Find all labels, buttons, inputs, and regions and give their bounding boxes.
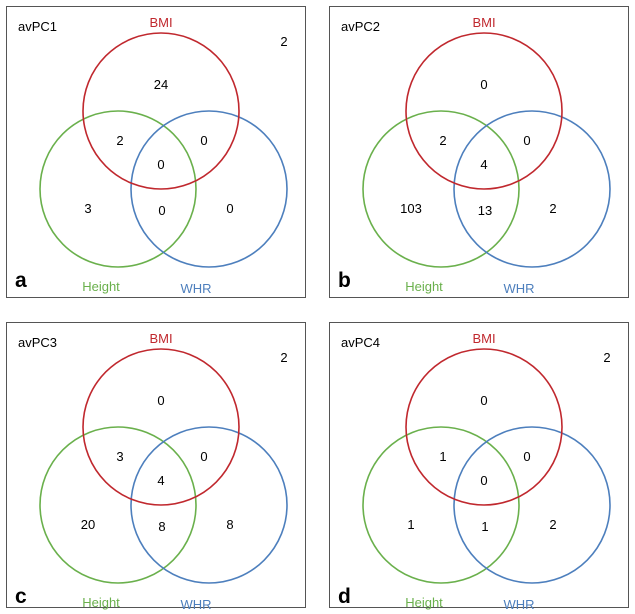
bmi-label: BMI: [149, 331, 172, 346]
venn-panel-a: avPC1 2 BMI Height WHR 24 2 0 0 3 0 0 a: [6, 6, 306, 298]
region-count-height-only: 20: [81, 517, 95, 532]
height-label: Height: [405, 279, 443, 294]
panel-frame: [6, 6, 306, 298]
outside-count: 2: [603, 350, 610, 365]
region-count-height-only: 3: [84, 201, 91, 216]
region-count-whr-only: 2: [549, 517, 556, 532]
outside-count: 2: [280, 350, 287, 365]
panel-title: avPC4: [341, 335, 380, 350]
bmi-label: BMI: [472, 15, 495, 30]
bmi-circle: [405, 32, 563, 190]
panel-frame: [329, 322, 629, 608]
region-count-height-only: 103: [400, 201, 422, 216]
region-count-bmi-only: 0: [480, 77, 487, 92]
region-count-bmi-height: 1: [439, 449, 446, 464]
venn-panel-b: avPC2 BMI Height WHR 0 2 0 4 103 13 2 b: [329, 6, 629, 298]
region-count-whr-only: 2: [549, 201, 556, 216]
region-count-bmi-height: 2: [116, 133, 123, 148]
region-count-height-only: 1: [407, 517, 414, 532]
region-count-bmi-height: 2: [439, 133, 446, 148]
bmi-label: BMI: [149, 15, 172, 30]
region-count-bmi-whr: 0: [200, 133, 207, 148]
panel-title: avPC1: [18, 19, 57, 34]
bmi-circle: [405, 348, 563, 506]
whr-label: WHR: [180, 281, 211, 296]
whr-circle: [453, 426, 611, 584]
panel-letter: d: [338, 585, 351, 608]
region-count-height-whr: 0: [158, 203, 165, 218]
region-count-bmi-only: 24: [154, 77, 168, 92]
whr-circle: [130, 426, 288, 584]
whr-label: WHR: [180, 597, 211, 612]
region-count-whr-only: 0: [226, 201, 233, 216]
outside-count: 2: [280, 34, 287, 49]
whr-circle: [453, 110, 611, 268]
height-label: Height: [82, 595, 120, 610]
height-label: Height: [82, 279, 120, 294]
whr-label: WHR: [503, 597, 534, 612]
region-count-all: 4: [157, 473, 164, 488]
venn-panel-c: avPC3 2 BMI Height WHR 0 3 0 4 20 8 8 c: [6, 322, 306, 612]
whr-label: WHR: [503, 281, 534, 296]
height-circle: [362, 426, 520, 584]
region-count-bmi-only: 0: [157, 393, 164, 408]
region-count-all: 0: [480, 473, 487, 488]
region-count-bmi-whr: 0: [523, 133, 530, 148]
region-count-bmi-whr: 0: [200, 449, 207, 464]
height-circle: [39, 110, 197, 268]
panel-letter: b: [338, 269, 351, 292]
region-count-bmi-only: 0: [480, 393, 487, 408]
region-count-all: 4: [480, 157, 487, 172]
region-count-height-whr: 8: [158, 519, 165, 534]
height-circle: [39, 426, 197, 584]
panel-frame: [329, 6, 629, 298]
bmi-circle: [82, 32, 240, 190]
region-count-height-whr: 13: [478, 203, 492, 218]
height-circle: [362, 110, 520, 268]
panel-letter: c: [15, 585, 27, 608]
region-count-bmi-height: 3: [116, 449, 123, 464]
bmi-label: BMI: [472, 331, 495, 346]
region-count-bmi-whr: 0: [523, 449, 530, 464]
region-count-whr-only: 8: [226, 517, 233, 532]
region-count-height-whr: 1: [481, 519, 488, 534]
panel-letter: a: [15, 269, 27, 292]
height-label: Height: [405, 595, 443, 610]
venn-panel-d: avPC4 2 BMI Height WHR 0 1 0 0 1 1 2 d: [329, 322, 629, 612]
panel-title: avPC2: [341, 19, 380, 34]
region-count-all: 0: [157, 157, 164, 172]
bmi-circle: [82, 348, 240, 506]
panel-title: avPC3: [18, 335, 57, 350]
panel-frame: [6, 322, 306, 608]
whr-circle: [130, 110, 288, 268]
